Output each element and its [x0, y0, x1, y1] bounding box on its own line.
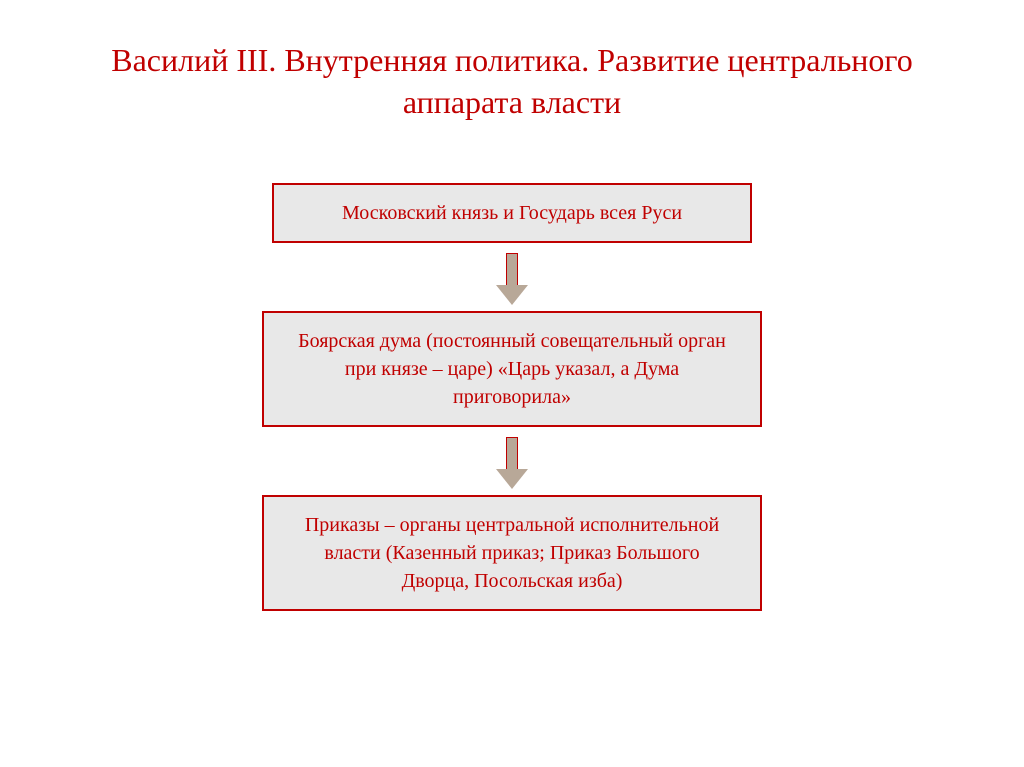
- flowchart-node-1: Московский князь и Государь всея Руси: [272, 183, 752, 243]
- arrow-head-icon: [496, 285, 528, 305]
- slide-title: Василий III. Внутренняя политика. Развит…: [87, 40, 937, 123]
- flowchart-node-3: Приказы – органы центральной исполнитель…: [262, 495, 762, 611]
- flowchart-arrow-1: [496, 243, 528, 311]
- arrow-shaft-icon: [506, 437, 518, 469]
- flowchart-node-2: Боярская дума (постоянный совещательный …: [262, 311, 762, 427]
- flowchart-container: Московский князь и Государь всея Руси Бо…: [262, 183, 762, 611]
- arrow-shaft-icon: [506, 253, 518, 285]
- arrow-head-icon: [496, 469, 528, 489]
- flowchart-arrow-2: [496, 427, 528, 495]
